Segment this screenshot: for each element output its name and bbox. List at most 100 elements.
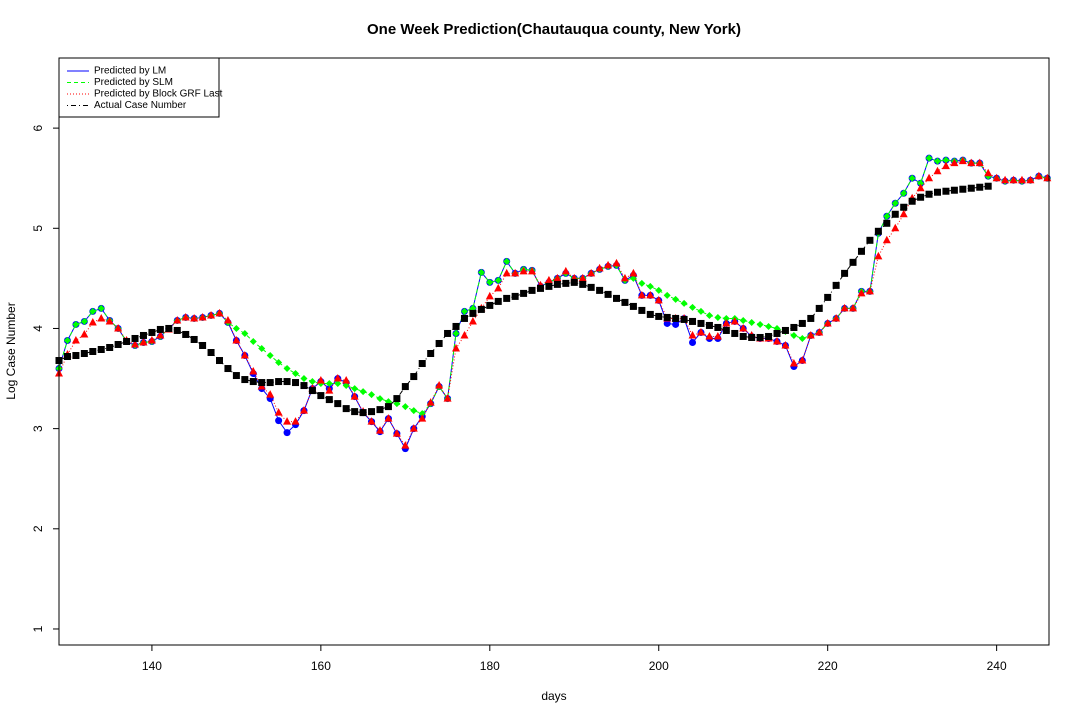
point [891, 199, 899, 207]
point [765, 322, 773, 330]
point [637, 290, 646, 299]
point [384, 403, 392, 411]
point [655, 312, 663, 320]
y-axis-label: Log Case Number [4, 302, 18, 399]
point [857, 247, 865, 255]
point [249, 337, 257, 345]
point [815, 327, 824, 336]
point [291, 417, 300, 425]
point [401, 383, 409, 391]
point [283, 429, 291, 437]
point [460, 314, 468, 322]
point [367, 417, 376, 425]
point [765, 332, 773, 340]
point [485, 291, 494, 300]
point [435, 339, 443, 347]
point [173, 315, 182, 324]
point [917, 193, 925, 201]
point [587, 283, 595, 291]
point [933, 188, 941, 196]
point [215, 357, 223, 365]
point [418, 414, 427, 422]
point [275, 359, 283, 367]
point [334, 380, 342, 388]
point [672, 295, 680, 303]
point [925, 190, 933, 198]
point [224, 365, 232, 373]
point [958, 156, 967, 165]
point [967, 158, 976, 167]
point [316, 376, 325, 384]
point [595, 263, 604, 272]
point [72, 352, 80, 360]
point [114, 323, 123, 332]
point [223, 315, 232, 324]
point [283, 365, 291, 373]
x-axis-label: days [541, 689, 566, 703]
point [663, 319, 671, 327]
point [697, 307, 705, 315]
point [503, 257, 511, 265]
point [511, 268, 520, 277]
point [587, 268, 596, 277]
point [333, 374, 342, 382]
point [359, 409, 367, 417]
point [857, 288, 866, 297]
point [241, 376, 249, 384]
point [882, 235, 891, 244]
point [714, 323, 722, 331]
x-tick-label: 240 [987, 659, 1007, 673]
point [71, 335, 80, 344]
point [401, 403, 409, 411]
point [460, 307, 468, 315]
point [266, 352, 274, 360]
point [739, 323, 748, 332]
point [80, 329, 89, 338]
point [798, 356, 807, 364]
point [992, 173, 1001, 182]
point [705, 321, 713, 329]
point [689, 317, 697, 325]
point [258, 379, 266, 387]
point [275, 417, 283, 425]
point [840, 303, 849, 312]
point [638, 306, 646, 314]
point [900, 189, 908, 197]
point [511, 292, 519, 300]
point [418, 360, 426, 368]
point [292, 370, 300, 378]
point [697, 319, 705, 327]
point [604, 290, 612, 298]
point [553, 273, 562, 282]
point [494, 283, 503, 292]
point [950, 158, 959, 167]
point [427, 350, 435, 358]
point [612, 258, 621, 267]
point [874, 251, 883, 260]
point [722, 314, 730, 322]
point [283, 378, 291, 386]
series-line [58, 160, 1048, 447]
point [477, 305, 485, 313]
point [147, 335, 156, 344]
point [646, 310, 654, 318]
point [739, 316, 747, 324]
point [468, 316, 477, 325]
point [663, 313, 671, 321]
point [925, 154, 933, 162]
point [621, 298, 629, 306]
point [156, 325, 164, 333]
y-tick-label: 5 [31, 225, 45, 232]
point [375, 426, 384, 434]
point [106, 343, 114, 351]
point [713, 331, 722, 340]
point [933, 166, 942, 175]
point [292, 379, 300, 387]
point [105, 316, 114, 325]
y-tick-label: 4 [31, 325, 45, 332]
point [376, 395, 384, 403]
point [654, 295, 663, 304]
point [486, 278, 494, 286]
point [646, 282, 654, 290]
point [486, 301, 494, 309]
